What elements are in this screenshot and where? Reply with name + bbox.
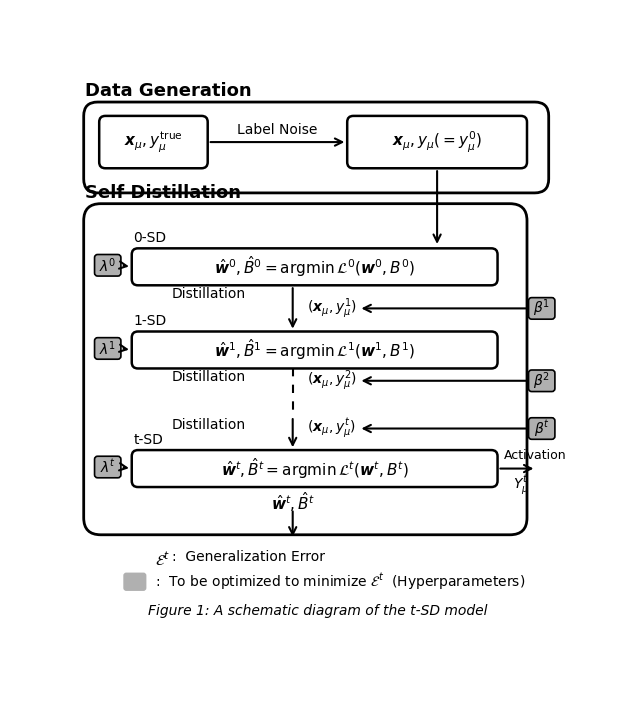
FancyBboxPatch shape	[84, 102, 549, 193]
FancyBboxPatch shape	[528, 297, 555, 319]
Text: $(\boldsymbol{x}_{\mu}, y_{\mu}^{1})$: $(\boldsymbol{x}_{\mu}, y_{\mu}^{1})$	[307, 296, 356, 321]
Text: Distillation: Distillation	[172, 418, 246, 432]
Text: $\beta^t$: $\beta^t$	[534, 418, 550, 439]
Text: $\hat{\boldsymbol{w}}^1, \hat{B}^1 = \mathrm{argmin}\, \mathcal{L}^1(\boldsymbol: $\hat{\boldsymbol{w}}^1, \hat{B}^1 = \ma…	[214, 337, 415, 362]
Text: Figure 1: A schematic diagram of the t-SD model: Figure 1: A schematic diagram of the t-S…	[148, 604, 487, 618]
Text: $Y_{\mu}^{t}$: $Y_{\mu}^{t}$	[513, 473, 529, 497]
FancyBboxPatch shape	[124, 573, 146, 590]
Text: Distillation: Distillation	[172, 287, 246, 301]
Text: Distillation: Distillation	[172, 370, 246, 384]
Text: $\hat{\boldsymbol{w}}^0, \hat{B}^0 = \mathrm{argmin}\, \mathcal{L}^0(\boldsymbol: $\hat{\boldsymbol{w}}^0, \hat{B}^0 = \ma…	[214, 254, 415, 279]
Text: :  Generalization Error: : Generalization Error	[172, 550, 325, 564]
Text: $\hat{\boldsymbol{w}}^t, \hat{B}^t = \mathrm{argmin}\, \mathcal{L}^t(\boldsymbol: $\hat{\boldsymbol{w}}^t, \hat{B}^t = \ma…	[221, 456, 409, 481]
Text: Data Generation: Data Generation	[86, 82, 252, 100]
Text: 0-SD: 0-SD	[133, 231, 166, 245]
Text: $\lambda^1$: $\lambda^1$	[99, 339, 117, 357]
Text: $\hat{\boldsymbol{w}}^t, \hat{B}^t$: $\hat{\boldsymbol{w}}^t, \hat{B}^t$	[271, 490, 314, 514]
Text: 1-SD: 1-SD	[133, 314, 167, 329]
FancyBboxPatch shape	[84, 204, 527, 535]
FancyBboxPatch shape	[94, 456, 121, 478]
FancyBboxPatch shape	[94, 338, 121, 360]
Text: Label Noise: Label Noise	[237, 123, 317, 137]
Text: :  To be optimized to minimize $\mathcal{E}^t$  (Hyperparameters): : To be optimized to minimize $\mathcal{…	[155, 571, 525, 592]
FancyBboxPatch shape	[99, 116, 208, 168]
Text: $\boldsymbol{x}_{\mu}, y_{\mu}^{\mathrm{true}}$: $\boldsymbol{x}_{\mu}, y_{\mu}^{\mathrm{…	[124, 129, 183, 155]
Text: t-SD: t-SD	[133, 433, 163, 447]
FancyBboxPatch shape	[131, 331, 497, 368]
Text: $\beta^1$: $\beta^1$	[533, 297, 551, 319]
FancyBboxPatch shape	[528, 418, 555, 439]
Text: Self Distillation: Self Distillation	[86, 184, 241, 202]
Text: $\lambda^t$: $\lambda^t$	[100, 458, 116, 476]
Text: $\boldsymbol{x}_{\mu}, y_{\mu}(= y_{\mu}^{0})$: $\boldsymbol{x}_{\mu}, y_{\mu}(= y_{\mu}…	[392, 129, 482, 155]
FancyBboxPatch shape	[347, 116, 527, 168]
FancyBboxPatch shape	[131, 248, 497, 285]
Text: $\mathcal{E}^t$: $\mathcal{E}^t$	[155, 550, 170, 569]
FancyBboxPatch shape	[94, 254, 121, 276]
FancyBboxPatch shape	[131, 450, 497, 487]
Text: $\beta^2$: $\beta^2$	[533, 370, 551, 391]
Text: $(\boldsymbol{x}_{\mu}, y_{\mu}^{t})$: $(\boldsymbol{x}_{\mu}, y_{\mu}^{t})$	[307, 417, 356, 440]
FancyBboxPatch shape	[528, 370, 555, 391]
Text: $\lambda^0$: $\lambda^0$	[99, 256, 117, 274]
Text: $(\boldsymbol{x}_{\mu}, y_{\mu}^{2})$: $(\boldsymbol{x}_{\mu}, y_{\mu}^{2})$	[307, 368, 356, 393]
Text: Activation: Activation	[503, 449, 567, 462]
